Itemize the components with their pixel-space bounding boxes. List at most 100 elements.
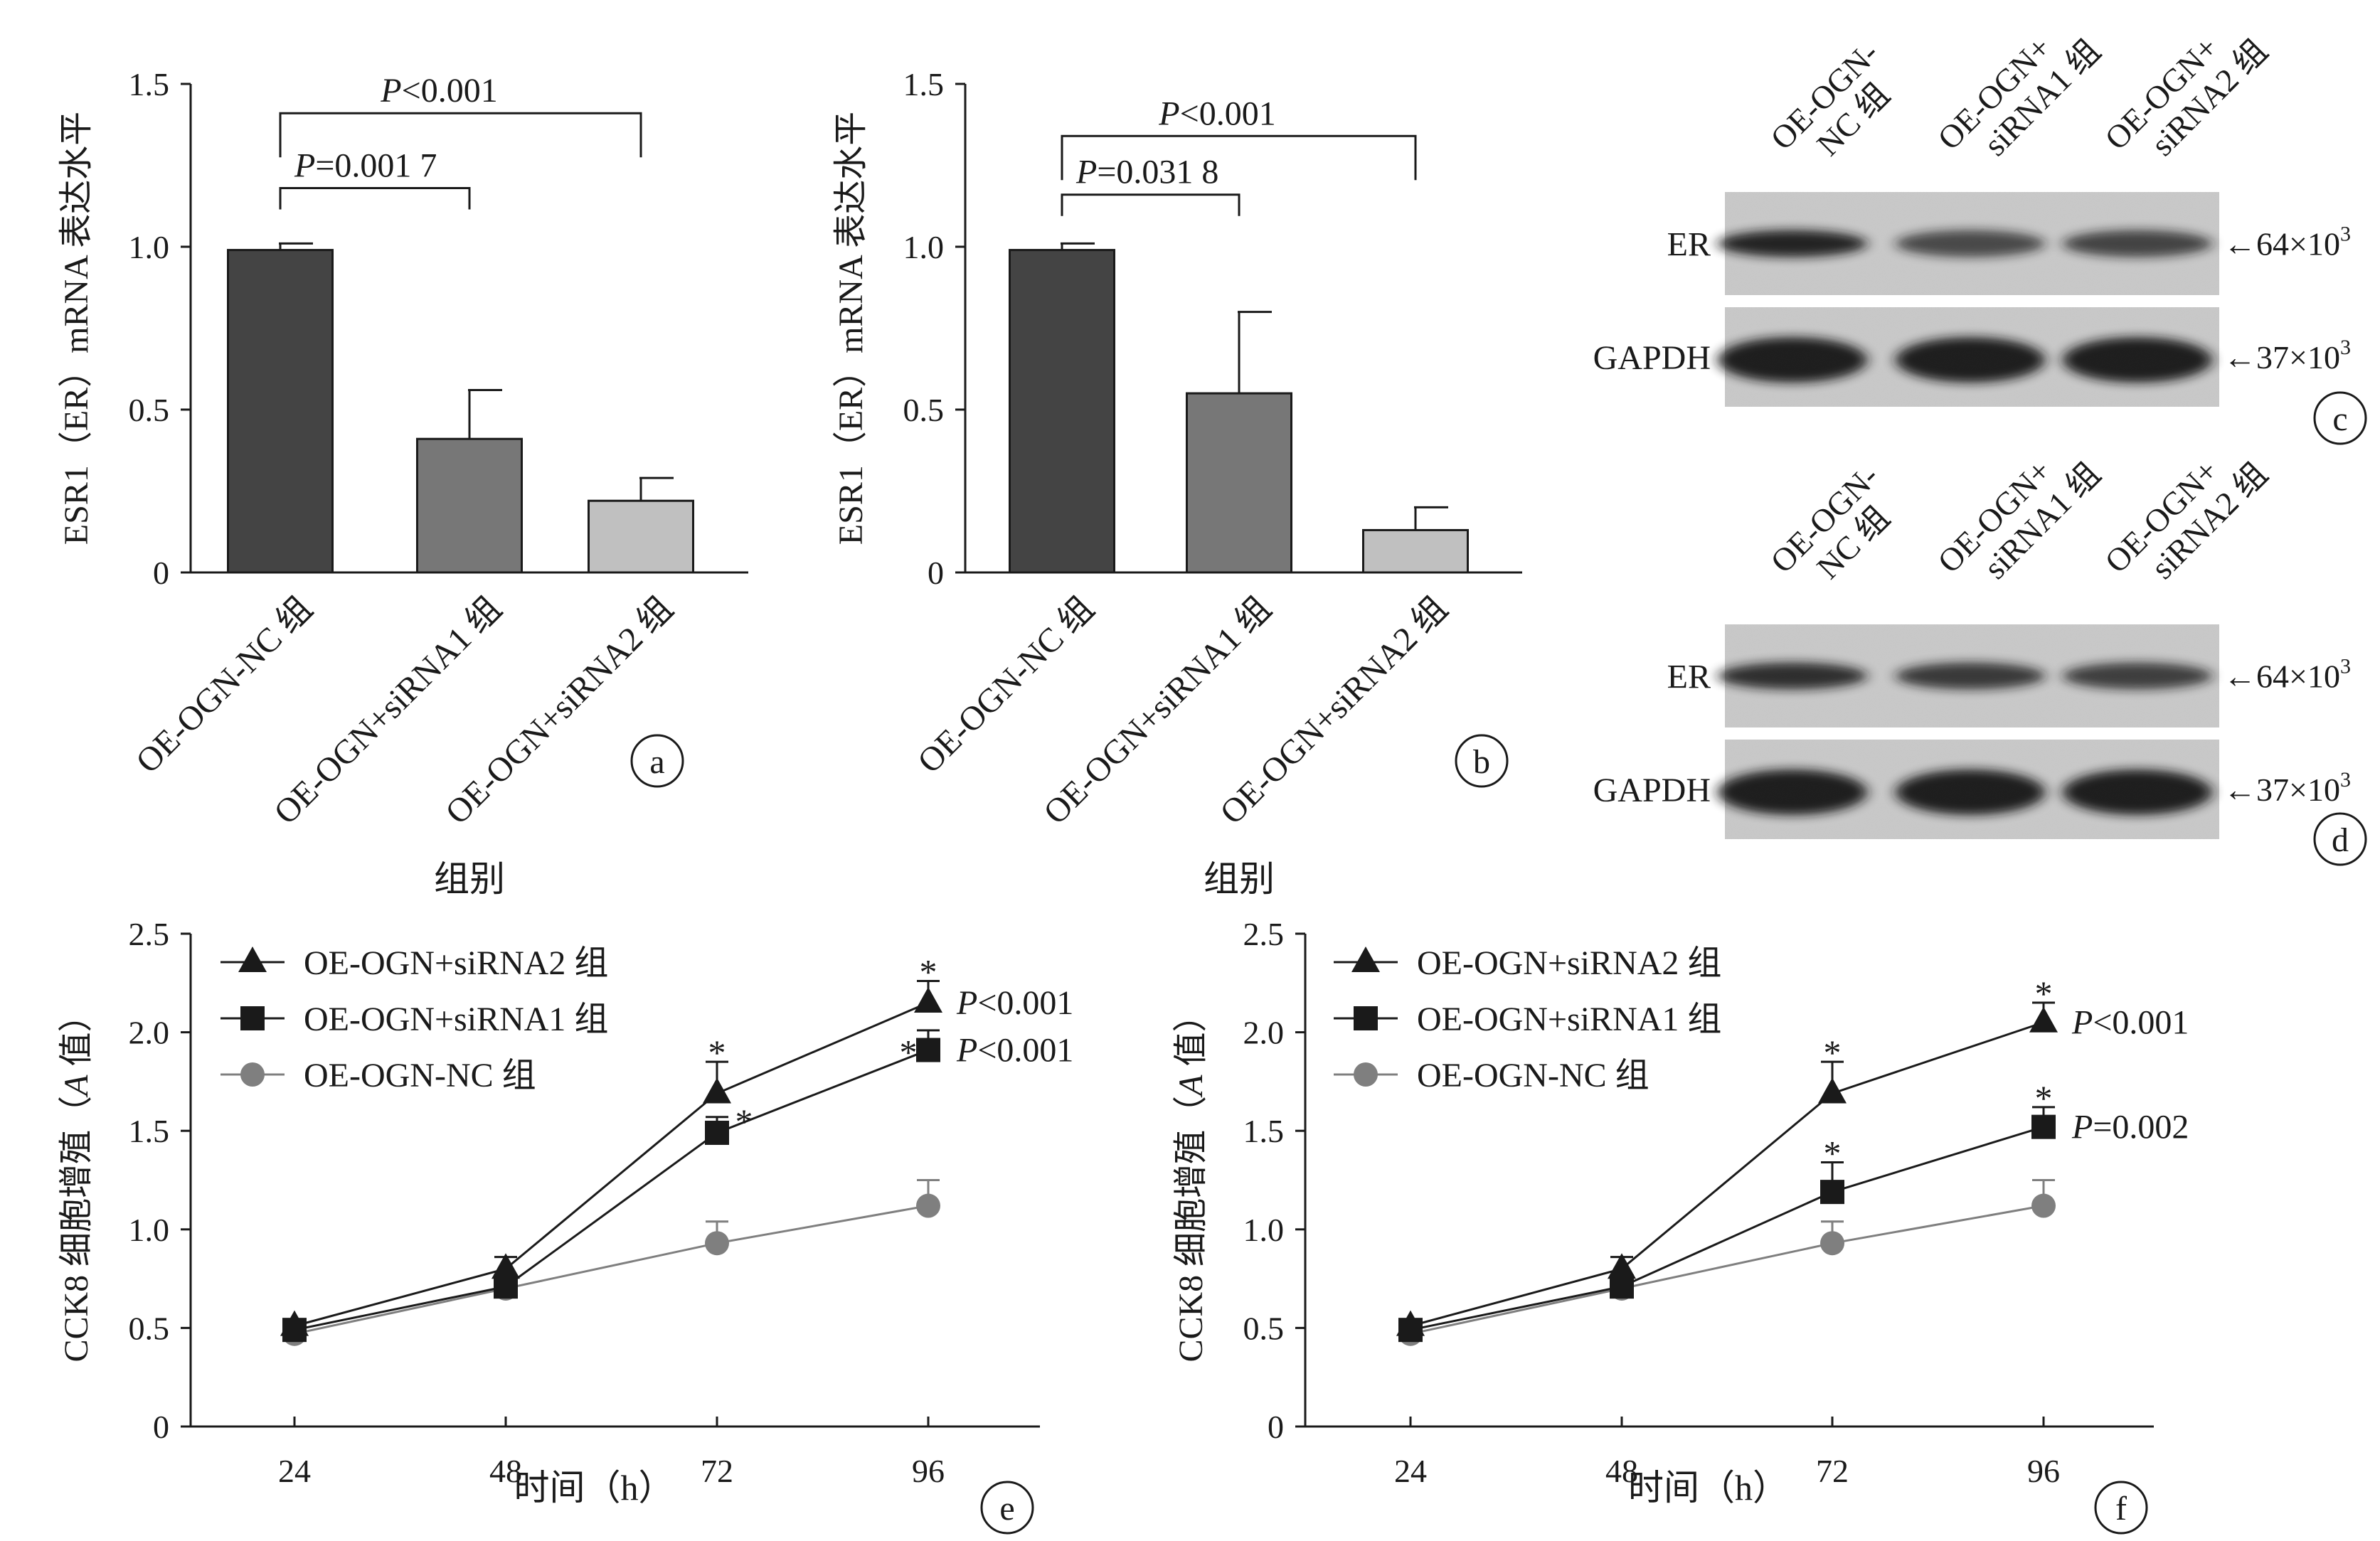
y-tick-label: 0.5 (1243, 1310, 1285, 1346)
lane-label: OE-OGN+siRNA2 组 (2098, 6, 2274, 183)
blot-band (2063, 337, 2212, 383)
legend-entry: OE-OGN+siRNA1 组 (304, 1001, 608, 1038)
panel-label-circle (630, 734, 684, 788)
series-line (1410, 1205, 2044, 1335)
square-marker (1820, 1180, 1844, 1205)
p-value-label: P<0.001 (380, 72, 497, 110)
y-tick-label: 1.5 (129, 1113, 170, 1149)
y-tick-label: 1.0 (903, 229, 945, 265)
square-marker (2031, 1114, 2056, 1139)
triangle-marker (914, 987, 942, 1013)
y-tick-label: 1.5 (903, 66, 945, 102)
y-axis-label: ESR1（ER）mRNA 表达水平 (58, 112, 95, 545)
blot-row-label: GAPDH (1593, 339, 1711, 377)
blot-band (1896, 337, 2045, 383)
legend-entry: OE-OGN-NC 组 (1417, 1057, 1649, 1094)
x-axis-label: 时间（h） (514, 1468, 674, 1508)
panel-label-circle (980, 1481, 1034, 1535)
y-tick-label: 1.0 (129, 1212, 170, 1248)
line-chart-e: 0 0.5 1.0 1.5 2.0 2.5 24 48 72 96 CCK8 细胞增殖（A 值） 时间… (58, 916, 1073, 1535)
molecular-weight-marker: ←64×103 (2224, 655, 2351, 695)
series-line (294, 1205, 929, 1335)
series-line (294, 1001, 929, 1328)
y-tick-label: 0.5 (129, 1310, 170, 1346)
panel-label-circle (2313, 812, 2367, 866)
panel-label-circle (2313, 391, 2367, 445)
y-tick-label: 0 (153, 1409, 169, 1445)
panel-label-circle (1455, 734, 1509, 788)
x-tick-label: 96 (2027, 1453, 2060, 1489)
y-axis-label: CCK8 细胞增殖（A 值） (1172, 998, 1210, 1362)
x-axis-label: 时间（h） (1628, 1468, 1788, 1508)
p-value-label: P<0.001 (956, 1032, 1073, 1070)
line-chart-f: 0 0.5 1.0 1.5 2.0 2.5 24 48 72 96 CCK8 细胞增殖（A 值） 时间… (1172, 916, 2189, 1535)
blot-band (2063, 769, 2212, 815)
blot-band (1896, 662, 2045, 690)
lane-label: OE-OGN-NC 组 (1763, 458, 1911, 606)
y-axis-label: CCK8 细胞增殖（A 值） (58, 998, 95, 1362)
molecular-weight-marker: ←37×103 (2224, 336, 2351, 375)
x-tick-label: 24 (1394, 1453, 1427, 1489)
p-value-label: P=0.031 8 (1075, 154, 1218, 191)
square-marker (705, 1120, 729, 1145)
y-tick-label: 1.5 (1243, 1113, 1285, 1149)
y-tick-label: 2.0 (1243, 1015, 1285, 1051)
triangle-marker (703, 1077, 731, 1104)
circle-marker (916, 1193, 940, 1218)
blot-row-label: ER (1667, 226, 1711, 264)
legend-entry: OE-OGN+siRNA1 组 (1417, 1001, 1721, 1038)
x-tick-label: 72 (1816, 1453, 1849, 1489)
lane-label: OE-OGN+siRNA2 组 (2098, 430, 2274, 606)
panel-label: f (2115, 1490, 2127, 1527)
y-tick-label: 2.5 (1243, 916, 1285, 952)
blot-row-label: GAPDH (1593, 772, 1711, 809)
significance-star: * (2035, 1078, 2053, 1118)
y-tick-label: 0 (153, 555, 169, 591)
bar (588, 499, 694, 574)
panel-label: d (2332, 821, 2349, 859)
panel-label: b (1473, 743, 1490, 781)
western-blots: OE-OGN-NC 组 OE-OGN+siRNA1 组OE-OGN+siRNA2 … (1593, 6, 2367, 866)
blot-band (1718, 662, 1867, 690)
p-value-label: P<0.001 (956, 984, 1073, 1022)
circle-marker (2031, 1193, 2056, 1218)
significance-star: * (900, 1033, 918, 1072)
x-tick-label: 48 (489, 1453, 522, 1489)
significance-bracket (1061, 193, 1241, 216)
x-tick-label: 24 (278, 1453, 311, 1489)
blot-band (1896, 230, 2045, 257)
y-tick-label: 1.5 (129, 66, 170, 102)
p-value-label: P<0.001 (1158, 95, 1275, 132)
bar (1362, 528, 1469, 574)
x-tick-label: 48 (1605, 1453, 1638, 1489)
y-tick-label: 2.0 (129, 1015, 170, 1051)
p-value-label: P=0.002 (2071, 1109, 2189, 1146)
blot-band (1718, 230, 1867, 257)
triangle-marker (1396, 1310, 1425, 1336)
panel-label: e (999, 1490, 1014, 1527)
legend-entry: OE-OGN-NC 组 (304, 1057, 536, 1094)
x-tick-label: 96 (912, 1453, 945, 1489)
triangle-marker (238, 947, 267, 972)
category-label: OE-OGN-NC 组 (910, 590, 1101, 780)
significance-bracket (279, 187, 471, 210)
circle-marker (705, 1231, 729, 1256)
circle-marker (240, 1062, 265, 1087)
significance-star: * (1824, 1134, 1842, 1173)
significance-star: * (708, 1033, 726, 1072)
significance-bracket (279, 112, 642, 158)
y-tick-label: 2.5 (129, 916, 170, 952)
lane-label: OE-OGN+siRNA1 组 (1930, 430, 2107, 606)
square-marker (240, 1006, 265, 1030)
triangle-marker (2029, 1006, 2058, 1033)
triangle-marker (280, 1310, 309, 1336)
circle-marker (1354, 1062, 1378, 1087)
blot-band (1718, 769, 1867, 815)
y-tick-label: 0 (928, 555, 944, 591)
panel-label: c (2332, 400, 2347, 438)
x-tick-label: 72 (701, 1453, 733, 1489)
square-marker (1354, 1006, 1378, 1030)
molecular-weight-marker: ←37×103 (2224, 768, 2351, 808)
bar (227, 249, 334, 574)
